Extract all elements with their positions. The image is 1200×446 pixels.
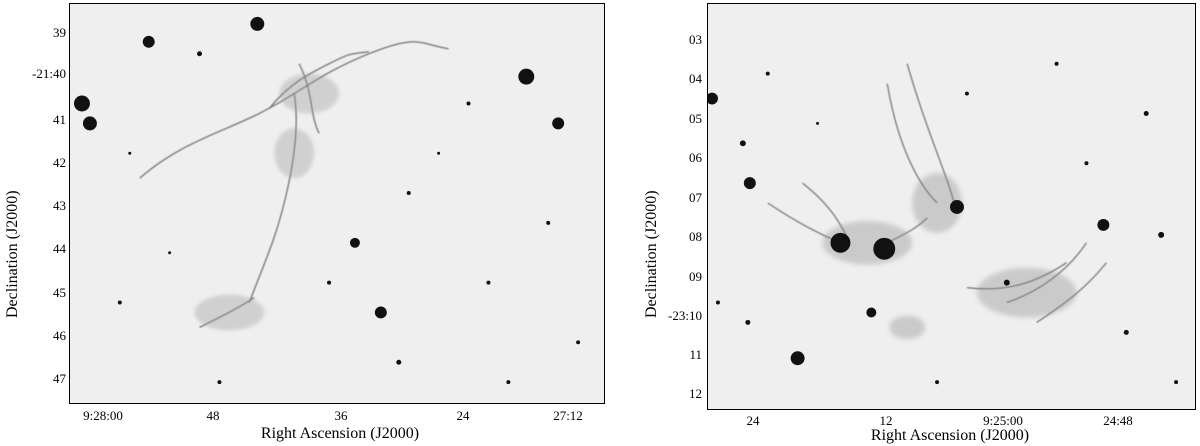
right-y-tick: 05 bbox=[689, 111, 702, 126]
left-x-tick: 9:28:00 bbox=[83, 408, 123, 423]
left-y-tick: 42 bbox=[53, 155, 66, 170]
left-y-tick: 45 bbox=[53, 285, 66, 300]
left-x-tick: 48 bbox=[206, 408, 220, 423]
right-y-axis-label: Declination (J2000) bbox=[643, 190, 660, 318]
left-x-axis-label: Right Ascension (J2000) bbox=[260, 425, 420, 442]
right-diffuse-emission bbox=[822, 173, 1077, 340]
left-stars bbox=[73, 16, 581, 385]
right-image-field bbox=[707, 3, 1196, 410]
right-x-tick: 24 bbox=[746, 413, 760, 428]
left-y-tick: 41 bbox=[53, 112, 66, 127]
left-x-tick: 36 bbox=[334, 408, 348, 423]
right-y-tick: 11 bbox=[689, 347, 702, 362]
left-y-tick: -21:40 bbox=[32, 66, 66, 81]
left-y-tick: 44 bbox=[53, 241, 66, 256]
right-y-tick: 08 bbox=[689, 229, 702, 244]
left-y-tick: 47 bbox=[53, 371, 66, 386]
left-y-tick: 43 bbox=[53, 198, 66, 213]
left-y-tick: 39 bbox=[53, 25, 66, 40]
right-y-tick: 07 bbox=[689, 190, 702, 205]
left-nebula-image bbox=[73, 16, 581, 385]
right-x-tick: 24:48 bbox=[1103, 413, 1133, 428]
right-x-tick: 9:25:00 bbox=[983, 413, 1023, 428]
right-y-tick: 04 bbox=[689, 71, 702, 86]
right-y-tick: 06 bbox=[689, 150, 702, 165]
right-y-tick: 03 bbox=[689, 32, 702, 47]
right-y-tick: 12 bbox=[689, 386, 702, 401]
left-x-tick: 27:12 bbox=[553, 408, 583, 423]
right-stars bbox=[708, 61, 1179, 385]
right-y-tick: 09 bbox=[689, 269, 702, 284]
left-x-tick: 24 bbox=[456, 408, 470, 423]
right-x-axis-label: Right Ascension (J2000) bbox=[870, 427, 1030, 444]
left-y-tick: 46 bbox=[53, 328, 66, 343]
right-x-tick: 12 bbox=[879, 413, 893, 428]
right-y-tick: -23:10 bbox=[668, 308, 702, 323]
left-image-field bbox=[69, 3, 605, 404]
right-nebula-image bbox=[708, 61, 1179, 385]
left-diffuse-emission bbox=[194, 73, 339, 331]
